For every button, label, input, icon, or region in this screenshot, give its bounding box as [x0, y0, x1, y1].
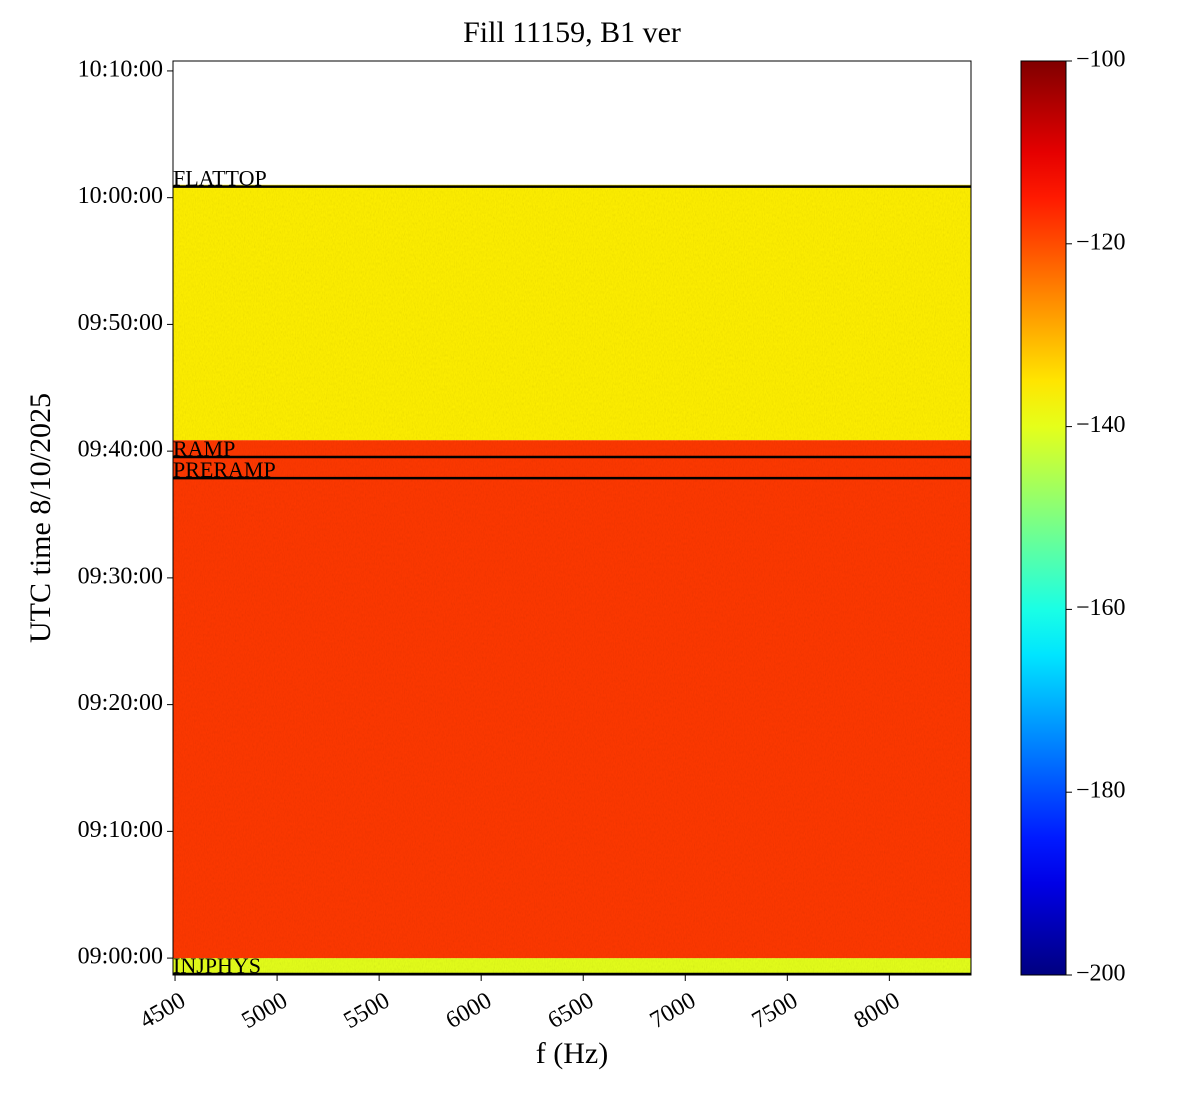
colorbar: −100 −120 −140 −160 −180 −200 — [1020, 47, 1126, 987]
event-label: INJPHYS — [173, 953, 261, 978]
plot-frame — [172, 60, 972, 976]
noise-texture — [173, 184, 971, 441]
x-tick-label: 5500 — [340, 988, 395, 1035]
colorbar-tick-label: −120 — [1076, 229, 1126, 255]
colorbar-tick-label: −200 — [1076, 961, 1126, 987]
x-tick-label: 7500 — [748, 988, 803, 1035]
y-tick-label: 10:00:00 — [78, 183, 163, 209]
chart-title: Fill 11159, B1 ver — [463, 16, 681, 49]
y-tick-label: 09:30:00 — [78, 563, 163, 589]
x-tick-label: 7000 — [646, 988, 701, 1035]
noise-texture — [173, 958, 971, 975]
colorbar-gradient — [1020, 60, 1067, 976]
x-tick-label: 4500 — [135, 988, 190, 1035]
event-label: FLATTOP — [173, 166, 267, 191]
y-tick-label: 09:00:00 — [78, 944, 163, 970]
y-axis-label: UTC time 8/10/2025 — [24, 393, 57, 643]
colorbar-tick-label: −160 — [1076, 595, 1126, 621]
colorbar-tick-label: −180 — [1076, 778, 1126, 804]
event-label: PRERAMP — [173, 457, 276, 482]
x-axis-label: f (Hz) — [536, 1037, 608, 1070]
x-tick-label: 8000 — [850, 988, 905, 1035]
event-label: RAMP — [173, 436, 235, 461]
noise-texture — [173, 440, 971, 959]
colorbar-tick-label: −140 — [1076, 412, 1126, 438]
y-tick-label: 09:20:00 — [78, 690, 163, 716]
y-tick-label: 09:10:00 — [78, 817, 163, 843]
x-tick-label: 5000 — [238, 988, 293, 1035]
y-tick-label: 09:50:00 — [78, 310, 163, 336]
y-tick-label: 10:10:00 — [78, 56, 163, 82]
x-tick-label: 6000 — [442, 988, 497, 1035]
colorbar-tick-label: −100 — [1076, 47, 1126, 73]
y-tick-label: 09:40:00 — [78, 437, 163, 463]
x-tick-label: 6500 — [544, 988, 599, 1035]
